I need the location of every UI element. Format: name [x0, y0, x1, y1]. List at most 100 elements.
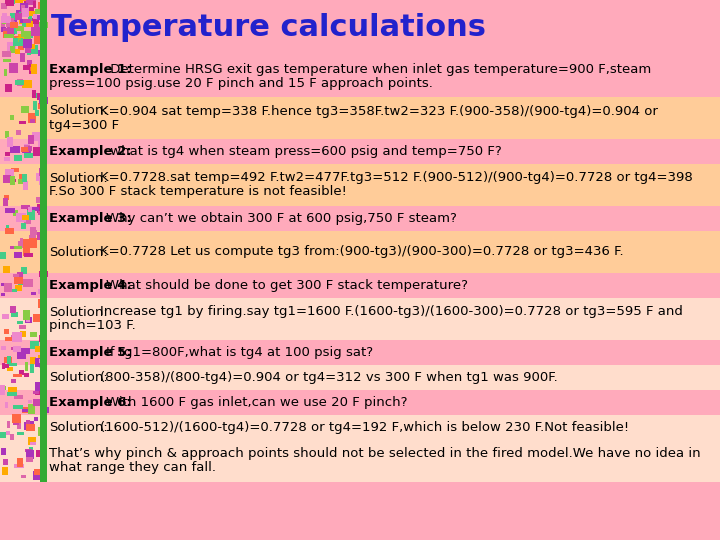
- Bar: [36, 450, 43, 457]
- Bar: [28, 11, 37, 15]
- Bar: [14, 406, 23, 409]
- Bar: [17, 321, 23, 324]
- Bar: [6, 18, 14, 27]
- Bar: [3, 28, 11, 31]
- Text: Determine HRSG exit gas temperature when inlet gas temperature=900 F,steam: Determine HRSG exit gas temperature when…: [106, 63, 652, 76]
- Bar: [6, 431, 10, 435]
- Text: Solution:: Solution:: [49, 371, 108, 384]
- Bar: [6, 3, 14, 5]
- Bar: [6, 337, 12, 341]
- Text: K=0.904 sat temp=338 F.hence tg3=358F.tw2=323 F.(900-358)/(900-tg4)=0.904 or: K=0.904 sat temp=338 F.hence tg3=358F.tw…: [100, 105, 658, 118]
- Bar: [24, 145, 30, 154]
- Bar: [17, 431, 24, 435]
- Bar: [1, 16, 11, 23]
- Bar: [22, 181, 28, 190]
- Bar: [11, 313, 18, 318]
- Bar: [24, 220, 32, 224]
- Bar: [0, 231, 720, 273]
- Bar: [22, 310, 30, 320]
- Bar: [2, 20, 6, 24]
- Bar: [26, 0, 35, 5]
- Bar: [28, 135, 34, 144]
- Bar: [4, 175, 11, 184]
- Bar: [15, 0, 22, 1]
- Bar: [39, 168, 43, 176]
- Bar: [0, 415, 720, 440]
- Bar: [24, 3, 29, 9]
- Text: Example 1:: Example 1:: [49, 63, 132, 76]
- Bar: [31, 64, 37, 73]
- Bar: [39, 271, 48, 277]
- Text: That’s why pinch & approach points should not be selected in the fired model.We : That’s why pinch & approach points shoul…: [49, 448, 701, 461]
- Bar: [13, 210, 19, 216]
- Bar: [27, 211, 35, 220]
- Bar: [22, 409, 28, 412]
- Bar: [13, 346, 21, 352]
- Bar: [5, 152, 10, 156]
- Bar: [30, 6, 35, 11]
- Bar: [29, 0, 36, 1]
- Bar: [9, 21, 14, 24]
- Bar: [5, 169, 14, 177]
- Text: Temperature calculations: Temperature calculations: [51, 13, 486, 42]
- Bar: [33, 400, 41, 406]
- Bar: [1, 14, 7, 21]
- Bar: [22, 147, 31, 153]
- Bar: [18, 44, 24, 50]
- Bar: [38, 50, 46, 56]
- Bar: [0, 385, 5, 395]
- Bar: [33, 14, 37, 19]
- Bar: [30, 207, 39, 211]
- Bar: [2, 314, 9, 319]
- Bar: [37, 355, 45, 364]
- Bar: [39, 97, 48, 104]
- Bar: [40, 164, 47, 206]
- Bar: [21, 106, 29, 112]
- Bar: [24, 422, 27, 430]
- Bar: [5, 84, 12, 92]
- Text: Solution:: Solution:: [49, 172, 108, 185]
- Bar: [20, 330, 26, 337]
- Bar: [13, 415, 19, 425]
- Bar: [30, 341, 39, 349]
- Bar: [4, 283, 12, 292]
- Bar: [19, 370, 24, 375]
- Bar: [21, 31, 31, 40]
- Bar: [8, 387, 17, 393]
- Bar: [14, 14, 22, 20]
- Bar: [30, 119, 35, 123]
- Bar: [19, 12, 24, 17]
- Bar: [0, 206, 720, 231]
- Bar: [17, 79, 23, 86]
- Bar: [26, 456, 33, 462]
- Bar: [32, 93, 39, 98]
- Bar: [5, 228, 14, 234]
- Bar: [39, 22, 48, 28]
- Bar: [39, 335, 47, 342]
- Text: Solution:: Solution:: [49, 306, 108, 319]
- Bar: [40, 314, 44, 320]
- Bar: [0, 340, 720, 365]
- Bar: [35, 386, 42, 395]
- Bar: [40, 206, 47, 231]
- Bar: [23, 65, 29, 70]
- Bar: [28, 16, 32, 24]
- Bar: [22, 8, 29, 17]
- Bar: [20, 19, 27, 23]
- Bar: [34, 417, 38, 421]
- Bar: [5, 208, 14, 213]
- Bar: [20, 53, 25, 62]
- Bar: [35, 362, 45, 367]
- Bar: [18, 38, 22, 42]
- Bar: [30, 227, 36, 236]
- Bar: [37, 383, 40, 389]
- Bar: [40, 55, 47, 97]
- Bar: [0, 390, 720, 415]
- Bar: [1, 448, 6, 455]
- Bar: [1, 432, 6, 438]
- Bar: [3, 386, 6, 390]
- Text: If tg1=800F,what is tg4 at 100 psig sat?: If tg1=800F,what is tg4 at 100 psig sat?: [106, 346, 373, 359]
- Bar: [17, 10, 21, 14]
- Bar: [1, 3, 7, 9]
- Bar: [30, 442, 36, 446]
